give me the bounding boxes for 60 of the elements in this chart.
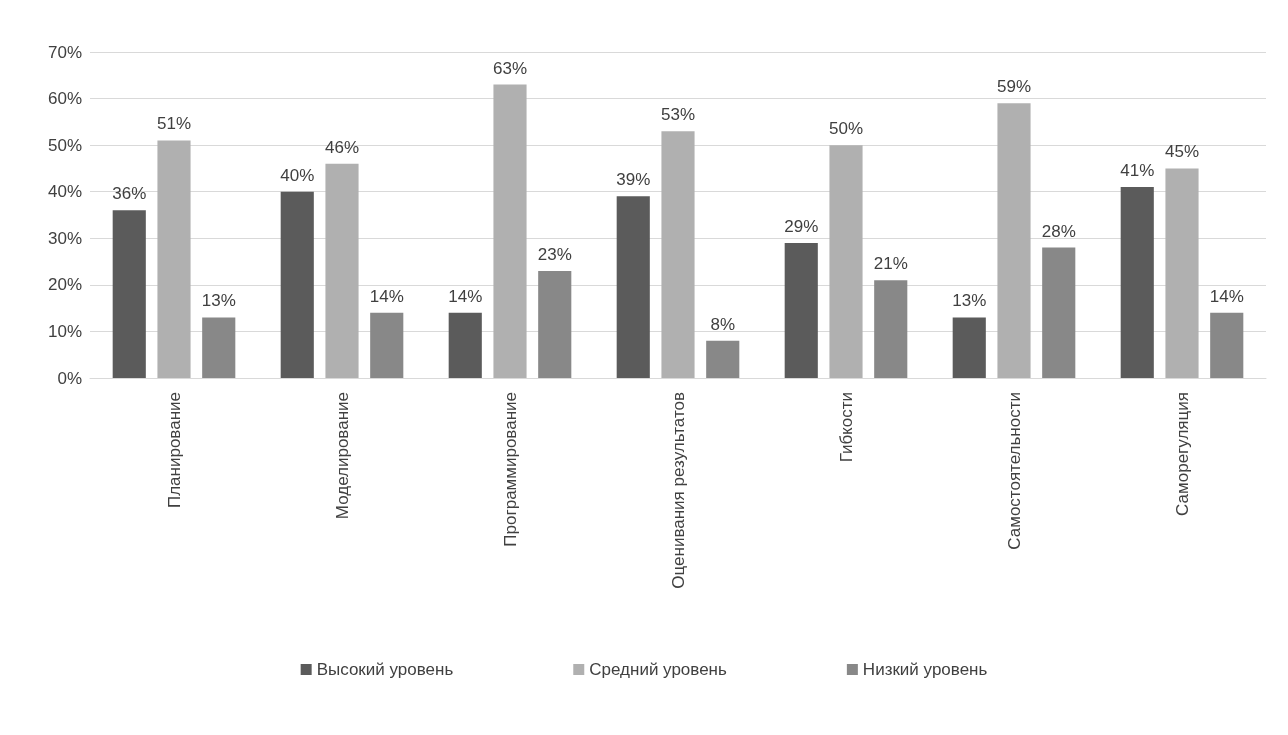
legend-label: Низкий уровень	[862, 660, 988, 679]
y-tick-label: 60%	[47, 89, 82, 109]
y-tick-label: 20%	[47, 275, 82, 295]
data-label: 8%	[710, 314, 736, 334]
data-label: 28%	[1041, 221, 1076, 241]
data-label: 14%	[1209, 286, 1244, 306]
data-label: 40%	[280, 165, 315, 185]
bar	[538, 270, 572, 378]
x-tick-label: Программирование	[500, 392, 520, 547]
data-label: 14%	[448, 286, 483, 306]
data-label: 23%	[537, 244, 572, 264]
bar	[706, 340, 740, 378]
data-label: 39%	[616, 170, 651, 190]
x-tick-label: Гибкости	[836, 392, 856, 463]
bar	[370, 312, 404, 378]
legend-label: Высокий уровень	[316, 660, 454, 679]
data-label: 53%	[660, 105, 696, 125]
bar	[493, 84, 527, 378]
bar	[997, 103, 1031, 378]
data-label: 45%	[1164, 142, 1200, 162]
bar	[325, 163, 359, 378]
bar	[1120, 187, 1154, 378]
data-label: 13%	[201, 291, 236, 311]
bar	[952, 317, 986, 378]
data-label: 41%	[1120, 161, 1155, 181]
data-label: 21%	[873, 254, 908, 274]
bar	[1210, 312, 1244, 378]
bar	[280, 191, 314, 378]
bar	[661, 131, 695, 378]
legend-label: Средний уровень	[589, 660, 728, 679]
x-tick-label: Моделирование	[332, 392, 352, 520]
bar	[157, 140, 191, 378]
data-label: 13%	[952, 291, 987, 311]
y-tick-label: 70%	[47, 42, 82, 62]
y-tick-label: 30%	[47, 228, 82, 248]
data-label: 51%	[156, 114, 192, 134]
bar	[784, 242, 818, 378]
bar	[1165, 168, 1199, 378]
y-tick-label: 40%	[47, 182, 82, 202]
x-tick-label: Оценивания результатов	[668, 392, 688, 589]
bar	[616, 196, 650, 378]
bar	[202, 317, 236, 378]
data-label: 14%	[369, 286, 404, 306]
y-tick-label: 0%	[57, 368, 82, 388]
bar	[829, 145, 863, 378]
x-tick-label: Планирование	[164, 392, 184, 509]
bar	[1042, 247, 1076, 378]
y-tick-label: 10%	[47, 321, 82, 341]
data-label: 46%	[324, 137, 360, 157]
x-tick-label: Саморегуляция	[1172, 392, 1192, 516]
data-label: 59%	[996, 77, 1032, 97]
data-label: 63%	[492, 58, 528, 78]
bar	[448, 312, 482, 378]
data-label: 50%	[828, 119, 864, 139]
bar	[874, 280, 908, 378]
bar	[112, 210, 146, 378]
x-tick-label: Самостоятельности	[1004, 392, 1024, 550]
data-label: 29%	[784, 216, 819, 236]
data-label: 36%	[112, 184, 147, 204]
y-tick-label: 50%	[47, 135, 82, 155]
